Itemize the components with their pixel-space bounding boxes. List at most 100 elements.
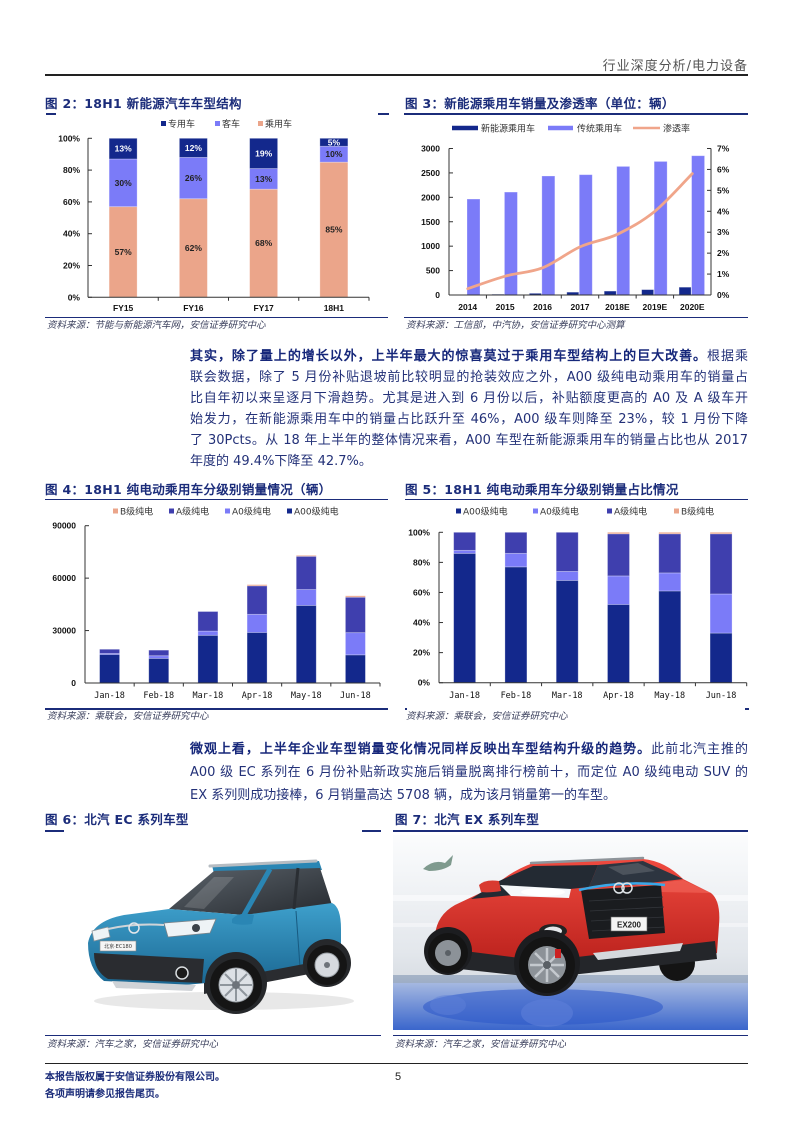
bar-segment [607, 604, 630, 684]
fig3-source: 资料来源：工信部，中汽协，安信证券研究中心测算 [406, 320, 625, 331]
bar-segment [148, 657, 170, 684]
y-tick-label-right: 1% [717, 269, 730, 279]
y-tick-label: 0 [71, 678, 76, 688]
bar-segment [504, 531, 528, 554]
fig5-source-rule-left [405, 708, 407, 710]
category-label: 18H1 [324, 303, 345, 313]
y-tick-label: 60% [413, 587, 430, 597]
bar-segment [453, 531, 477, 551]
bar-segment [178, 198, 208, 298]
bar-segment [319, 137, 349, 147]
hummingbird-icon [423, 855, 453, 871]
paragraph-lead-bold: 微观上看，上半年企业车型销量变化情况同样反映出车型结构升级的趋势。 [190, 741, 652, 757]
legend-item: 新能源乘用车 [452, 123, 535, 135]
category-label: 2016 [533, 302, 552, 312]
data-label: 10% [325, 149, 342, 159]
bar-segment [295, 589, 317, 606]
legend-label: A0级纯电 [232, 506, 271, 518]
bar [541, 175, 556, 296]
header-rule [45, 74, 748, 76]
bar-segment [345, 654, 366, 684]
bar-segment [108, 137, 138, 160]
y-tick-label: 0% [68, 292, 81, 302]
data-label: 57% [115, 247, 132, 257]
y-tick-label-right: 5% [717, 185, 730, 195]
bar-segment [555, 571, 579, 581]
legend-swatch [169, 508, 174, 514]
bar-segment [148, 649, 170, 657]
category-label: 2020E [680, 302, 705, 312]
fig2-chart: 专用车 客车 乘用车 57% 30% 13% FY15 62% 26% 12% FY16 68% 13%… [58, 118, 370, 313]
bar-stack [148, 649, 170, 684]
fig5-source: 资料来源：乘联会，安信证券研究中心 [406, 711, 568, 722]
fig4-source-rule [45, 708, 388, 710]
bar [691, 155, 705, 296]
fig3-chart: 新能源乘用车 传统乘用车 渗透率 2014 2015 2016 2017 2018E 2019E… [421, 123, 730, 313]
legend-label: A00级纯电 [463, 506, 508, 518]
legend-swatch [215, 121, 220, 126]
bar-segment [709, 533, 733, 595]
paragraph-line: 比自年初以来呈逐月下滑趋势。尤其是进入到 6 月份以后，补贴额度更高的 A0 及… [190, 391, 748, 406]
legend-item: 乘用车 [258, 118, 292, 130]
bar-segment [246, 585, 268, 615]
legend-item: A级纯电 [169, 506, 209, 518]
y-tick-label: 20% [413, 648, 430, 658]
y-tick-label: 90000 [52, 521, 76, 531]
bar [504, 191, 518, 296]
category-label: FY17 [253, 303, 274, 313]
bar-segment [99, 654, 120, 684]
bar-segment [295, 604, 317, 684]
bar-stack [99, 648, 120, 684]
bar-segment [658, 531, 682, 535]
blue-ec-car-illustration: 北京·EC180 [64, 833, 362, 1032]
legend-swatch [607, 508, 612, 514]
category-label: Jan-18 [94, 691, 125, 701]
fig6-car-image: 北京·EC180 [64, 833, 362, 1032]
paragraph-text: 根据乘 [707, 349, 748, 364]
bar [641, 289, 655, 296]
bar-segment [178, 156, 208, 200]
bar [653, 161, 668, 296]
y-tick-label-right: 2% [717, 248, 730, 258]
bar-stack: 62% 26% 12% [178, 137, 208, 298]
legend-label: 新能源乘用车 [481, 123, 535, 135]
bar-segment [295, 554, 317, 557]
fig4-title-rule [45, 498, 388, 500]
legend-item: A00级纯电 [456, 506, 508, 518]
category-label: FY15 [113, 303, 134, 313]
fig2-title-rule-left [46, 113, 56, 115]
paragraph-line: 微观上看，上半年企业车型销量变化情况同样反映出车型结构升级的趋势。此前北汽主推的 [190, 738, 748, 761]
fig7-source-rule [393, 1034, 748, 1036]
bar-stack [197, 611, 219, 684]
legend-item: 传统乘用车 [548, 123, 622, 135]
category-label: May-18 [654, 691, 685, 701]
bar-segment [607, 533, 630, 577]
bar-segment [709, 531, 733, 535]
data-label: 13% [115, 144, 132, 154]
data-label: 62% [185, 243, 202, 253]
legend-swatch [258, 121, 263, 126]
fig4-chart: B级纯电 A级纯电 A0级纯电 A00级纯电 Jan-18 Feb-18 Mar-18 Apr… [52, 506, 381, 701]
category-label: Apr-18 [242, 691, 273, 701]
y-tick-label-left: 2500 [421, 168, 440, 178]
bar-stack [345, 595, 366, 684]
category-label: 2014 [458, 302, 477, 312]
y-tick-label: 30000 [52, 626, 76, 636]
data-label: 5% [328, 137, 341, 147]
y-tick-label: 40% [63, 229, 80, 239]
bar-stack [453, 531, 477, 684]
category-label: Feb-18 [143, 691, 174, 701]
paragraph-2: 微观上看，上半年企业车型销量变化情况同样反映出车型结构升级的趋势。此前北汽主推的… [190, 738, 748, 807]
legend-label: 客车 [222, 118, 240, 130]
fig7-source: 资料来源：汽车之家，安信证券研究中心 [395, 1039, 567, 1050]
category-label: 2019E [643, 302, 668, 312]
paragraph-lead-bold: 其实，除了量上的增长以外，上半年最大的惊喜莫过于乘用车型结构上的巨大改善。 [190, 349, 708, 364]
paragraph-line: 年度的 49.4%下降至 42.7%。 [190, 454, 372, 469]
fig2-title-rule-right [378, 113, 389, 115]
fig7-car-image: EX200 [393, 835, 748, 1030]
legend-item: A00级纯电 [287, 506, 339, 518]
footer-notice: 本报告版权属于安信证券股份有限公司。 各项声明请参见报告尾页。 [45, 1069, 225, 1103]
paragraph-line: 了 30Pcts。从 18 年上半年的整体情况来看，A00 车型在新能源乘用车的… [190, 433, 748, 448]
legend-item: A0级纯电 [225, 506, 271, 518]
